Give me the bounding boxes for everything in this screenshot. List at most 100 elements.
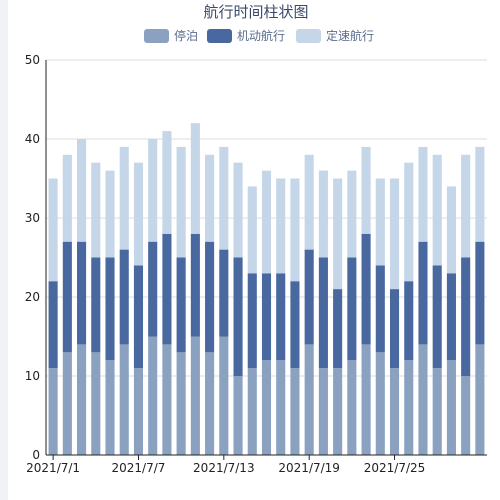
bar-stack-2021/7/8[interactable] bbox=[148, 139, 158, 455]
bar-segment-0[interactable] bbox=[261, 360, 272, 455]
bar-segment-1[interactable] bbox=[475, 241, 485, 345]
bar-stack-2021/7/10[interactable] bbox=[176, 146, 186, 455]
bar-stack-2021/7/14[interactable] bbox=[233, 162, 243, 455]
bar-segment-2[interactable] bbox=[247, 186, 257, 274]
bar-stack-2021/7/30[interactable] bbox=[461, 154, 471, 455]
bar-segment-0[interactable] bbox=[233, 376, 243, 455]
bar-stack-2021/7/16[interactable] bbox=[261, 170, 272, 455]
bar-segment-0[interactable] bbox=[219, 336, 229, 456]
bar-stack-2021/7/9[interactable] bbox=[162, 131, 172, 455]
bar-segment-0[interactable] bbox=[290, 368, 300, 455]
bar-stack-2021/7/31[interactable] bbox=[475, 146, 485, 455]
bar-segment-0[interactable] bbox=[91, 352, 101, 455]
bar-segment-0[interactable] bbox=[389, 368, 400, 455]
bar-segment-2[interactable] bbox=[105, 170, 115, 258]
bar-segment-2[interactable] bbox=[446, 186, 456, 274]
bar-segment-1[interactable] bbox=[404, 281, 414, 361]
bar-segment-2[interactable] bbox=[190, 123, 200, 234]
bar-segment-0[interactable] bbox=[461, 376, 471, 455]
bar-segment-1[interactable] bbox=[347, 257, 357, 361]
bar-segment-2[interactable] bbox=[461, 154, 471, 258]
bar-segment-0[interactable] bbox=[162, 344, 172, 455]
bar-segment-0[interactable] bbox=[205, 352, 215, 455]
bar-stack-2021/7/27[interactable] bbox=[418, 146, 428, 455]
bar-segment-0[interactable] bbox=[361, 344, 371, 455]
bar-segment-1[interactable] bbox=[361, 233, 371, 345]
bar-stack-2021/7/28[interactable] bbox=[432, 154, 442, 455]
bar-segment-1[interactable] bbox=[105, 257, 115, 361]
legend-item-1[interactable]: 机动航行 bbox=[207, 28, 285, 43]
bar-segment-1[interactable] bbox=[133, 265, 144, 369]
bar-stack-2021/7/4[interactable] bbox=[91, 162, 101, 455]
bar-segment-1[interactable] bbox=[77, 241, 87, 345]
bar-segment-0[interactable] bbox=[418, 344, 428, 455]
bar-segment-1[interactable] bbox=[247, 273, 257, 369]
bar-segment-2[interactable] bbox=[261, 170, 272, 274]
bar-segment-2[interactable] bbox=[404, 162, 414, 282]
legend-item-0[interactable]: 停泊 bbox=[144, 28, 198, 43]
bar-segment-0[interactable] bbox=[446, 360, 456, 455]
bar-segment-0[interactable] bbox=[404, 360, 414, 455]
bar-segment-0[interactable] bbox=[475, 344, 485, 455]
bar-stack-2021/7/18[interactable] bbox=[290, 178, 300, 456]
bar-segment-2[interactable] bbox=[276, 178, 286, 274]
bar-stack-2021/7/23[interactable] bbox=[361, 146, 371, 455]
bar-segment-1[interactable] bbox=[432, 265, 442, 369]
bar-stack-2021/7/21[interactable] bbox=[333, 178, 343, 456]
bar-segment-1[interactable] bbox=[261, 273, 272, 361]
bar-segment-2[interactable] bbox=[91, 162, 101, 258]
bar-segment-0[interactable] bbox=[333, 368, 343, 455]
bar-segment-2[interactable] bbox=[475, 146, 485, 242]
bar-stack-2021/7/29[interactable] bbox=[446, 186, 456, 455]
bar-segment-1[interactable] bbox=[389, 289, 400, 369]
bar-segment-1[interactable] bbox=[62, 241, 72, 353]
bar-segment-1[interactable] bbox=[446, 273, 456, 361]
bar-segment-2[interactable] bbox=[304, 154, 314, 250]
bar-stack-2021/7/7[interactable] bbox=[133, 162, 144, 455]
bar-segment-1[interactable] bbox=[162, 233, 172, 345]
bar-segment-0[interactable] bbox=[133, 368, 144, 455]
bar-segment-0[interactable] bbox=[347, 360, 357, 455]
bar-segment-1[interactable] bbox=[119, 249, 129, 345]
bar-segment-1[interactable] bbox=[375, 265, 385, 353]
bar-segment-0[interactable] bbox=[375, 352, 385, 455]
bar-segment-2[interactable] bbox=[48, 178, 58, 282]
bar-stack-2021/7/22[interactable] bbox=[347, 170, 357, 455]
bar-stack-2021/7/20[interactable] bbox=[318, 170, 328, 455]
bar-segment-2[interactable] bbox=[62, 154, 72, 242]
bar-segment-2[interactable] bbox=[176, 146, 186, 258]
bar-segment-1[interactable] bbox=[205, 241, 215, 353]
bar-segment-0[interactable] bbox=[48, 368, 58, 455]
bar-segment-1[interactable] bbox=[148, 241, 158, 337]
bar-segment-1[interactable] bbox=[176, 257, 186, 353]
bar-segment-2[interactable] bbox=[418, 146, 428, 242]
bar-stack-2021/7/25[interactable] bbox=[389, 178, 400, 456]
bar-segment-2[interactable] bbox=[318, 170, 328, 258]
bar-segment-2[interactable] bbox=[77, 139, 87, 242]
bar-segment-0[interactable] bbox=[62, 352, 72, 455]
bar-segment-0[interactable] bbox=[304, 344, 314, 455]
bar-stack-2021/7/5[interactable] bbox=[105, 170, 115, 455]
bar-segment-2[interactable] bbox=[205, 154, 215, 242]
bar-segment-2[interactable] bbox=[389, 178, 400, 290]
bar-stack-2021/7/17[interactable] bbox=[276, 178, 286, 456]
bar-segment-2[interactable] bbox=[347, 170, 357, 258]
bar-segment-2[interactable] bbox=[333, 178, 343, 290]
bar-segment-2[interactable] bbox=[162, 131, 172, 234]
bar-segment-1[interactable] bbox=[190, 233, 200, 337]
bar-segment-1[interactable] bbox=[276, 273, 286, 361]
bar-stack-2021/7/12[interactable] bbox=[205, 154, 215, 455]
bar-stack-2021/7/11[interactable] bbox=[190, 123, 200, 456]
bar-segment-2[interactable] bbox=[290, 178, 300, 282]
bar-segment-1[interactable] bbox=[91, 257, 101, 353]
bar-segment-1[interactable] bbox=[418, 241, 428, 345]
bar-segment-2[interactable] bbox=[119, 146, 129, 250]
bar-segment-0[interactable] bbox=[276, 360, 286, 455]
bar-segment-1[interactable] bbox=[290, 281, 300, 369]
bar-segment-0[interactable] bbox=[432, 368, 442, 455]
bar-stack-2021/7/26[interactable] bbox=[404, 162, 414, 455]
bar-segment-2[interactable] bbox=[361, 146, 371, 234]
bar-segment-1[interactable] bbox=[233, 257, 243, 377]
bar-segment-0[interactable] bbox=[190, 336, 200, 456]
bar-segment-2[interactable] bbox=[219, 146, 229, 250]
